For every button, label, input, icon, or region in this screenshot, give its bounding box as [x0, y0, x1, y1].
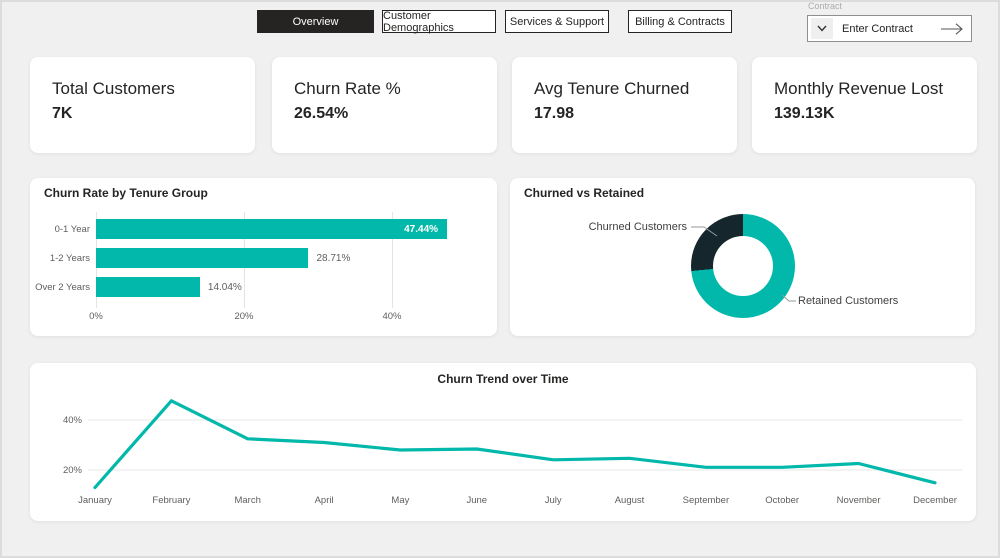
- x-axis-month-label: March: [234, 495, 260, 506]
- chart-title: Churned vs Retained: [524, 186, 645, 200]
- y-axis-tick: 40%: [63, 415, 83, 426]
- x-axis-tick: 0%: [89, 311, 103, 322]
- kpi-card-avg-tenure-churned: Avg Tenure Churned 17.98: [512, 57, 737, 153]
- kpi-card-total-customers: Total Customers 7K: [30, 57, 255, 153]
- x-axis-month-label: July: [545, 495, 562, 506]
- category-label: 1-2 Years: [49, 253, 90, 264]
- x-axis-month-label: September: [683, 495, 729, 506]
- kpi-value: 17.98: [534, 105, 575, 122]
- chevron-down-icon[interactable]: [811, 18, 833, 39]
- category-label: 0-1 Year: [54, 224, 90, 235]
- tab-billing-contracts[interactable]: Billing & Contracts: [628, 10, 732, 33]
- kpi-value: 26.54%: [294, 105, 349, 122]
- category-label: Over 2 Years: [35, 282, 90, 293]
- kpi-card-churn-rate: Churn Rate % 26.54%: [272, 57, 497, 153]
- bar-1-2-years[interactable]: [96, 248, 309, 268]
- x-axis-month-label: November: [837, 495, 881, 506]
- kpi-value: 139.13K: [774, 105, 835, 122]
- kpi-title: Churn Rate %: [294, 79, 401, 98]
- donut-chart-card: Churned vs Retained Churned Customers Re…: [510, 178, 975, 336]
- x-axis-month-label: April: [315, 495, 334, 506]
- bar-value-label: 14.04%: [207, 282, 242, 293]
- kpi-title: Monthly Revenue Lost: [774, 79, 944, 98]
- bar-over-2-years[interactable]: [96, 277, 200, 297]
- kpi-card-monthly-revenue-lost: Monthly Revenue Lost 139.13K: [752, 57, 977, 153]
- x-axis-month-label: June: [466, 495, 487, 506]
- donut-label-retained: Retained Customers: [798, 295, 899, 307]
- line-chart: 20% 40% January February March April May June Ju…: [30, 363, 976, 521]
- chart-title: Churn Rate by Tenure Group: [44, 186, 208, 200]
- submit-arrow-icon[interactable]: [940, 22, 964, 35]
- donut-label-churned: Churned Customers: [588, 221, 687, 233]
- x-axis-month-label: October: [765, 495, 799, 506]
- tab-overview[interactable]: Overview: [257, 10, 374, 33]
- contract-slicer-input[interactable]: Enter Contract: [807, 15, 972, 42]
- line-chart-card: Churn Trend over Time 20% 40% January Febru…: [30, 363, 976, 521]
- contract-slicer-label: Contract: [808, 1, 843, 11]
- bar-0-1-year[interactable]: [96, 219, 448, 239]
- bar-value-label: 28.71%: [316, 253, 351, 264]
- x-axis-month-label: December: [913, 495, 957, 506]
- x-axis-tick: 40%: [382, 311, 402, 322]
- x-axis-month-label: January: [78, 495, 112, 506]
- x-axis-month-label: February: [152, 495, 190, 506]
- tab-services-support[interactable]: Services & Support: [505, 10, 609, 33]
- contract-placeholder: Enter Contract: [842, 22, 913, 35]
- churn-trend-line[interactable]: [93, 399, 937, 490]
- x-axis-month-label: May: [391, 495, 409, 506]
- y-axis-tick: 20%: [63, 465, 83, 476]
- donut-chart[interactable]: [691, 214, 795, 318]
- kpi-title: Total Customers: [52, 79, 175, 98]
- tab-customer-demographics[interactable]: Customer Demographics: [382, 10, 496, 34]
- x-axis-tick: 20%: [234, 311, 254, 322]
- bar-chart-card: Churn Rate by Tenure Group 0% 20% 40% 0-1 Y…: [30, 178, 497, 336]
- bar-value-label: 47.44%: [404, 224, 439, 235]
- chart-title: Churn Trend over Time: [437, 372, 569, 386]
- kpi-title: Avg Tenure Churned: [534, 79, 690, 98]
- x-gridline: [392, 212, 393, 308]
- kpi-value: 7K: [52, 105, 73, 122]
- x-axis-month-label: August: [615, 495, 645, 506]
